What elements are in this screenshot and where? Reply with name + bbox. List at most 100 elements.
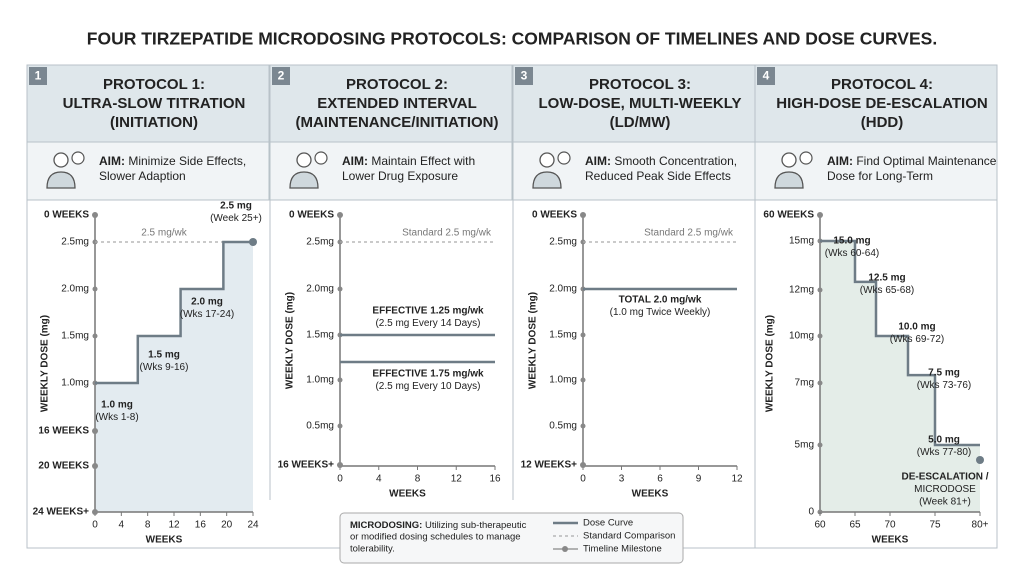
milestone-label: 0 WEEKS xyxy=(532,210,577,221)
annotation: 10.0 mg xyxy=(898,322,935,333)
milestone-label: 0 WEEKS xyxy=(44,210,89,221)
milestone-label: 60 WEEKS xyxy=(763,210,814,221)
panel-title: PROTOCOL 4: xyxy=(831,76,933,93)
milestone-dot xyxy=(92,463,98,469)
y-tick-label: 1.5mg xyxy=(61,331,89,342)
panel-header xyxy=(269,64,513,143)
panel-title: (MAINTENANCE/INITIATION) xyxy=(295,114,498,131)
aim-line: Smooth Concentration, xyxy=(614,154,737,168)
x-tick-label: 6 xyxy=(657,474,663,485)
x-tick-label: 24 xyxy=(247,520,259,531)
legend-line: Utilizing sub-therapeutic xyxy=(425,520,527,531)
y-tick-label: 12mg xyxy=(789,285,814,296)
y-tick-mark xyxy=(817,287,823,293)
panel-title: EXTENDED INTERVAL xyxy=(317,95,476,112)
annotation: (Wks 65-68) xyxy=(860,285,914,296)
x-tick-label: 75 xyxy=(929,520,941,531)
standard-label: Standard 2.5 mg/wk xyxy=(402,228,492,239)
standard-label: Standard 2.5 mg/wk xyxy=(644,228,734,239)
x-tick-label: 16 xyxy=(489,474,501,485)
x-tick-label: 65 xyxy=(849,520,861,531)
x-tick-label: 0 xyxy=(580,474,586,485)
y-tick-mark xyxy=(337,423,343,429)
annotation: TOTAL 2.0 mg/wk xyxy=(619,295,702,306)
annotation: 2.0 mg xyxy=(191,297,223,308)
y-axis-title: WEEKLY DOSE (mg) xyxy=(528,292,539,389)
y-tick-mark xyxy=(337,377,343,383)
legend-text: MICRODOSING: Utilizing sub-therapeutic xyxy=(350,520,527,531)
panel-title: (INITIATION) xyxy=(110,114,198,131)
milestone-label: 16 WEEKS+ xyxy=(278,460,335,471)
y-tick-mark xyxy=(337,286,343,292)
dose-curve xyxy=(95,240,253,385)
panel-header xyxy=(754,64,998,143)
y-tick-label: 1.0mg xyxy=(549,375,577,386)
annotation: (2.5 mg Every 10 Days) xyxy=(375,381,480,392)
annotation: EFFECTIVE 1.75 mg/wk xyxy=(372,369,484,380)
y-tick-label: 2.0mg xyxy=(61,284,89,295)
panel-title: (HDD) xyxy=(861,114,904,131)
annotation: 12.5 mg xyxy=(868,273,905,284)
aim-line: Find Optimal Maintenance xyxy=(856,154,996,168)
standard-label: 2.5 mg/wk xyxy=(141,228,188,239)
x-tick-label: 0 xyxy=(92,520,98,531)
annotation: 15.0 mg xyxy=(833,236,870,247)
icon-body xyxy=(774,171,804,189)
annotation: (Week 81+) xyxy=(919,497,971,508)
x-tick-label: 8 xyxy=(145,520,151,531)
x-tick-label: 60 xyxy=(814,520,826,531)
annotation: DE-ESCALATION / xyxy=(901,472,988,483)
x-tick-label: 9 xyxy=(696,474,702,485)
icon-badge xyxy=(799,151,813,165)
annotation: 1.5 mg xyxy=(148,350,180,361)
y-tick-label: 0.5mg xyxy=(549,421,577,432)
legend-line: or modified dosing schedules to manage xyxy=(350,532,521,543)
panel-number-box xyxy=(29,67,47,85)
milestone-dot xyxy=(92,212,98,218)
panel-aim xyxy=(512,141,756,201)
annotation: 7.5 mg xyxy=(928,368,960,379)
end-dot xyxy=(249,238,257,246)
aim-line: Reduced Peak Side Effects xyxy=(585,169,731,183)
panel-number-box xyxy=(757,67,775,85)
y-tick-mark xyxy=(817,380,823,386)
aim-label: AIM: xyxy=(585,154,611,168)
panel-number: 2 xyxy=(278,69,285,83)
annotation: 5.0 mg xyxy=(928,435,960,446)
panel-aim xyxy=(26,141,270,201)
x-axis-title: WEEKS xyxy=(632,489,669,500)
legend-swatch xyxy=(562,546,568,552)
milestone-label: 16 WEEKS xyxy=(38,426,89,437)
y-axis-title: WEEKLY DOSE (mg) xyxy=(40,315,51,412)
aim-text: AIM: Find Optimal Maintenance xyxy=(827,154,997,168)
dose-curve xyxy=(820,239,980,447)
milestone-label: 24 WEEKS+ xyxy=(33,507,90,518)
y-axis-title: WEEKLY DOSE (mg) xyxy=(765,315,776,412)
y-tick-label: 7mg xyxy=(795,378,814,389)
y-tick-label: 1.5mg xyxy=(549,330,577,341)
y-tick-label: 2.0mg xyxy=(306,284,334,295)
panel-aim xyxy=(754,141,998,201)
y-tick-mark xyxy=(92,333,98,339)
panel-header xyxy=(512,64,756,143)
panel-title: LOW-DOSE, MULTI-WEEKLY xyxy=(538,95,741,112)
x-tick-label: 4 xyxy=(376,474,382,485)
y-tick-label: 1.0mg xyxy=(306,375,334,386)
icon-body xyxy=(289,171,319,189)
aim-line: Dose for Long-Term xyxy=(827,169,933,183)
icon-badge xyxy=(71,151,85,165)
panel-title: (LD/MW) xyxy=(610,114,671,131)
annotation: (Wks 69-72) xyxy=(890,334,944,345)
icon-body xyxy=(532,171,562,189)
icon-head xyxy=(539,152,555,168)
legend-label: MICRODOSING: xyxy=(350,520,422,531)
annotation: MICRODOSE xyxy=(914,484,976,495)
y-tick-mark xyxy=(817,333,823,339)
annotation: (2.5 mg Every 14 Days) xyxy=(375,318,480,329)
milestone-label: 12 WEEKS+ xyxy=(521,460,578,471)
annotation: (Week 25+) xyxy=(210,213,262,224)
milestone-dot xyxy=(92,428,98,434)
milestone-dot xyxy=(580,462,586,468)
y-tick-label: 0 xyxy=(808,507,814,518)
milestone-dot xyxy=(337,462,343,468)
